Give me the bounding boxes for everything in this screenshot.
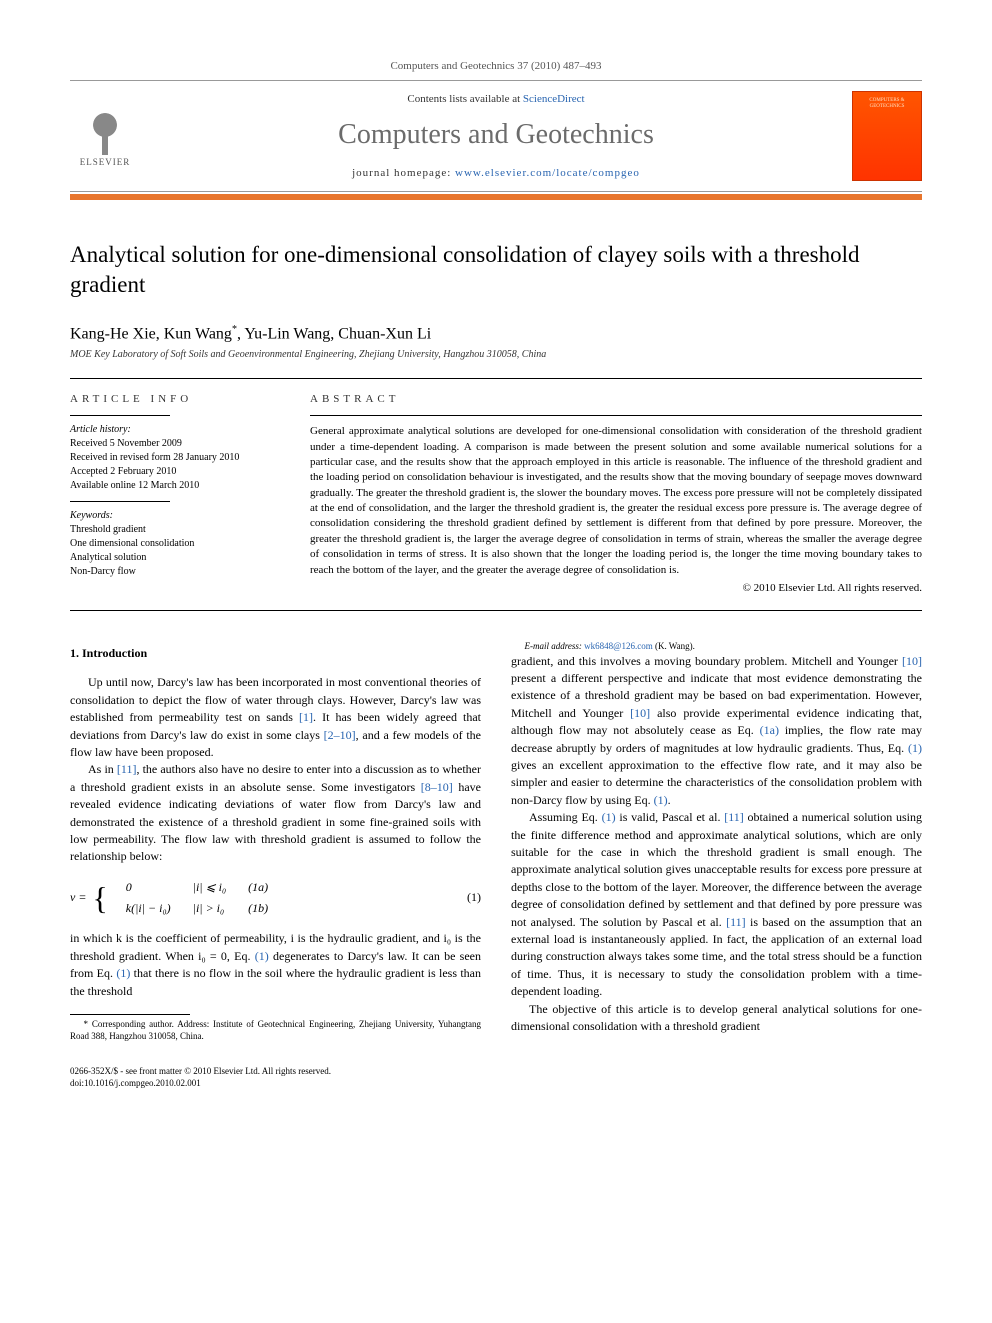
info-abstract-row: ARTICLE INFO Article history: Received 5…: [70, 393, 922, 594]
email-label: E-mail address:: [525, 641, 582, 651]
publisher-logo: ELSEVIER: [70, 96, 140, 176]
footer-issn-line: 0266-352X/$ - see front matter © 2010 El…: [70, 1066, 922, 1078]
abstract-copyright: © 2010 Elsevier Ltd. All rights reserved…: [310, 582, 922, 594]
footnote-corresponding: * Corresponding author. Address: Institu…: [70, 1019, 481, 1042]
authors-line: Kang-He Xie, Kun Wang*, Yu-Lin Wang, Chu…: [70, 324, 922, 343]
ref-10-b[interactable]: [10]: [630, 706, 650, 720]
keyword-3: Analytical solution: [70, 551, 270, 565]
equation-number: (1): [467, 889, 481, 906]
footnote-email: E-mail address: wk6848@126.com (K. Wang)…: [511, 641, 922, 653]
article-title: Analytical solution for one-dimensional …: [70, 240, 922, 300]
abstract-text: General approximate analytical solutions…: [310, 424, 922, 578]
para-4: Assuming Eq. (1) is valid, Pascal et al.…: [511, 809, 922, 1000]
header-center: Contents lists available at ScienceDirec…: [140, 93, 852, 179]
footer-doi-line: doi:10.1016/j.compgeo.2010.02.001: [70, 1078, 922, 1090]
eq-1a-cond: |i| ⩽ i₀: [183, 878, 237, 897]
rule-above-info: [70, 378, 922, 379]
elsevier-tree-icon: [80, 105, 130, 155]
eq-lhs: v =: [70, 889, 86, 906]
eq-ref-1a[interactable]: (1): [255, 949, 269, 963]
ref-11-b[interactable]: [11]: [724, 810, 744, 824]
para-3-part2: gradient, and this involves a moving bou…: [511, 653, 922, 810]
ref-11-c[interactable]: [11]: [726, 915, 746, 929]
eq-ref-1d[interactable]: (1): [654, 793, 668, 807]
eq-ref-1c[interactable]: (1): [908, 741, 922, 755]
journal-homepage-line: journal homepage: www.elsevier.com/locat…: [140, 167, 852, 179]
history-revised: Received in revised form 28 January 2010: [70, 451, 270, 465]
eq-1b-cond: |i| > i₀: [183, 899, 237, 918]
info-divider-1: [70, 415, 170, 416]
abstract-block: ABSTRACT General approximate analytical …: [310, 393, 922, 594]
section-1-heading: 1. Introduction: [70, 645, 481, 662]
ref-1[interactable]: [1]: [299, 710, 313, 724]
equation-content: v = { 0 |i| ⩽ i₀ (1a) k(|i| − i₀) |i| > …: [70, 876, 280, 921]
journal-homepage-link[interactable]: www.elsevier.com/locate/compgeo: [455, 167, 640, 179]
para-3-part1: in which k is the coefficient of permeab…: [70, 930, 481, 1000]
orange-divider: [70, 194, 922, 200]
rule-below-abstract: [70, 610, 922, 611]
journal-cover-thumbnail: COMPUTERS & GEOTECHNICS: [852, 91, 922, 181]
eq-1a-expr: 0: [116, 878, 181, 897]
footnote-rule: [70, 1014, 190, 1015]
history-online: Available online 12 March 2010: [70, 479, 270, 493]
journal-header: ELSEVIER Contents lists available at Sci…: [70, 80, 922, 192]
history-accepted: Accepted 2 February 2010: [70, 465, 270, 479]
keyword-1: Threshold gradient: [70, 523, 270, 537]
body-two-column: 1. Introduction Up until now, Darcy's la…: [70, 641, 922, 1042]
keywords-label: Keywords:: [70, 510, 270, 521]
keyword-4: Non-Darcy flow: [70, 565, 270, 579]
journal-citation: Computers and Geotechnics 37 (2010) 487–…: [70, 60, 922, 72]
article-info-heading: ARTICLE INFO: [70, 393, 270, 405]
authors-rest: , Yu-Lin Wang, Chuan-Xun Li: [237, 325, 431, 342]
ref-11-a[interactable]: [11]: [117, 762, 137, 776]
para-1: Up until now, Darcy's law has been incor…: [70, 674, 481, 761]
sciencedirect-link[interactable]: ScienceDirect: [523, 93, 585, 105]
abstract-rule: [310, 415, 922, 416]
eq-ref-1b[interactable]: (1): [116, 966, 130, 980]
page-footer: 0266-352X/$ - see front matter © 2010 El…: [70, 1066, 922, 1089]
page-container: Computers and Geotechnics 37 (2010) 487–…: [0, 0, 992, 1140]
history-label: Article history:: [70, 424, 270, 435]
email-link[interactable]: wk6848@126.com: [584, 641, 653, 651]
brace-icon: {: [92, 882, 107, 914]
ref-8-10[interactable]: [8–10]: [421, 780, 453, 794]
eq-ref-1e[interactable]: (1): [602, 810, 616, 824]
eq-1a-tag: (1a): [238, 878, 278, 897]
abstract-heading: ABSTRACT: [310, 393, 922, 405]
ref-10-a[interactable]: [10]: [902, 654, 922, 668]
authors-first: Kang-He Xie, Kun Wang: [70, 325, 232, 342]
contents-available-line: Contents lists available at ScienceDirec…: [140, 93, 852, 105]
info-divider-2: [70, 501, 170, 502]
eq-ref-1a-b[interactable]: (1a): [760, 723, 779, 737]
cover-title-text: COMPUTERS & GEOTECHNICS: [853, 98, 921, 110]
journal-title: Computers and Geotechnics: [140, 119, 852, 151]
email-suffix: (K. Wang).: [653, 641, 695, 651]
eq-1b-expr: k(|i| − i₀): [116, 899, 181, 918]
affiliation: MOE Key Laboratory of Soft Soils and Geo…: [70, 349, 922, 360]
para-5: The objective of this article is to deve…: [511, 1001, 922, 1036]
contents-prefix: Contents lists available at: [407, 93, 522, 105]
equation-1: v = { 0 |i| ⩽ i₀ (1a) k(|i| − i₀) |i| > …: [70, 876, 481, 921]
eq-1b-tag: (1b): [238, 899, 278, 918]
keyword-2: One dimensional consolidation: [70, 537, 270, 551]
article-info-block: ARTICLE INFO Article history: Received 5…: [70, 393, 270, 594]
publisher-name: ELSEVIER: [80, 157, 131, 167]
history-received: Received 5 November 2009: [70, 437, 270, 451]
para-2: As in [11], the authors also have no des…: [70, 761, 481, 865]
homepage-prefix: journal homepage:: [352, 167, 455, 179]
eq-cases: 0 |i| ⩽ i₀ (1a) k(|i| − i₀) |i| > i₀ (1b…: [114, 876, 280, 921]
ref-2-10[interactable]: [2–10]: [324, 728, 356, 742]
